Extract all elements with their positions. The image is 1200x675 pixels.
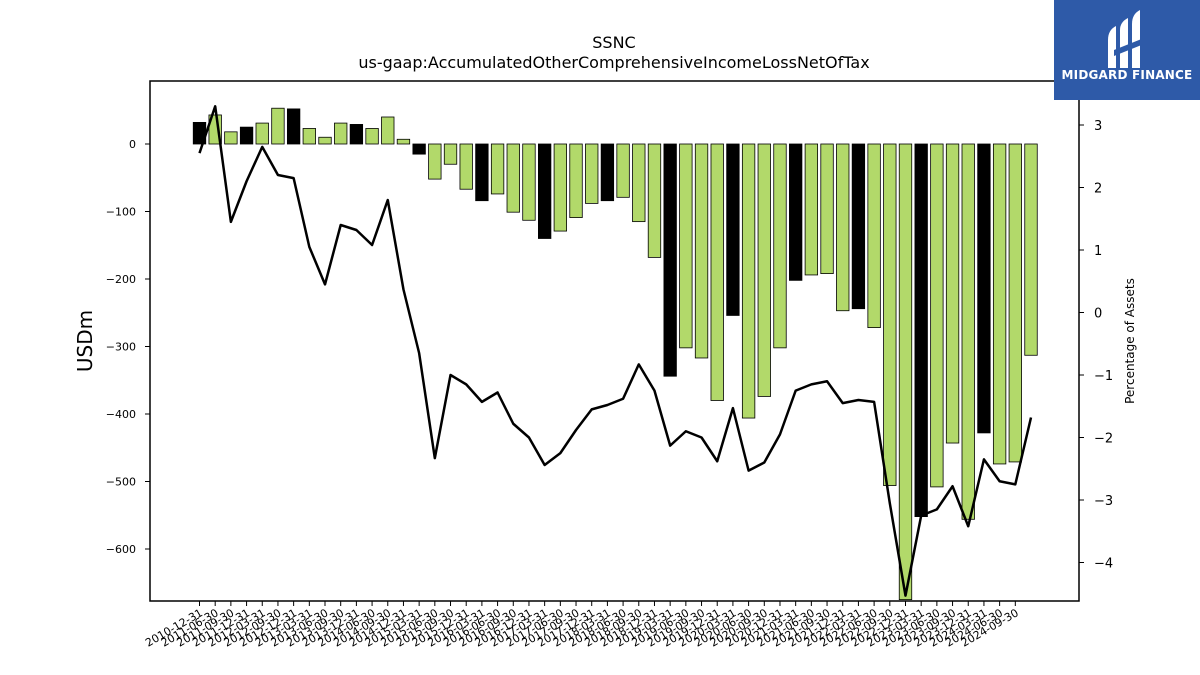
chart-subtitle: us-gaap:AccumulatedOtherComprehensiveInc… (358, 53, 869, 72)
plot-frame (149, 80, 1080, 602)
bar (663, 143, 677, 377)
bar (992, 143, 1007, 465)
bar (459, 143, 473, 190)
y2-tick-label: 1 (1094, 244, 1102, 259)
chart-title: SSNC (592, 33, 635, 52)
y2-tick-label: 2 (1094, 182, 1102, 197)
bar (334, 122, 348, 145)
bar (239, 126, 254, 145)
bar (647, 143, 662, 258)
bar (302, 128, 316, 145)
y-axis-label: USDm (73, 310, 97, 372)
y2-tick-label: −1 (1094, 369, 1113, 384)
bar (553, 143, 567, 232)
bar (1008, 143, 1022, 463)
bar (585, 143, 599, 204)
y2-axis-label: Percentage of Assets (1123, 278, 1137, 404)
y2-tick-label: 3 (1094, 119, 1102, 134)
bar (694, 143, 709, 359)
bar (914, 143, 928, 518)
bar (318, 136, 332, 145)
bar (930, 143, 944, 488)
bar (255, 122, 269, 145)
brand-logo: MIDGARD FINANCE (1054, 0, 1200, 100)
percentage-line (198, 105, 1033, 597)
y-tick-label: −300 (106, 341, 136, 354)
bar (224, 131, 238, 145)
bar (381, 116, 395, 145)
y2-tick-label: 0 (1094, 307, 1102, 322)
bar (977, 143, 991, 434)
bar (961, 143, 975, 520)
y-tick-label: −400 (106, 408, 136, 421)
bar (538, 143, 552, 239)
bar (773, 143, 787, 349)
bar (428, 143, 442, 180)
y-tick-label: −200 (106, 273, 136, 286)
bar (443, 143, 458, 165)
bar (1024, 143, 1038, 356)
bar (726, 143, 740, 316)
bar (506, 143, 520, 213)
bar (710, 143, 724, 401)
bar (365, 128, 379, 145)
bar (600, 143, 615, 202)
bar (883, 143, 897, 486)
bar (898, 143, 913, 601)
midgard-logo-icon (1108, 10, 1144, 68)
bar (945, 143, 960, 444)
bar (616, 143, 630, 198)
bar (412, 143, 426, 155)
y2-tick-label: −4 (1094, 557, 1113, 572)
y2-tick-label: −3 (1094, 494, 1113, 509)
y-tick-label: −100 (106, 206, 136, 219)
bar (490, 143, 505, 195)
bar (820, 143, 834, 275)
y-tick-label: 0 (129, 138, 136, 151)
bar (741, 143, 756, 419)
bar (271, 107, 285, 145)
bar (867, 143, 881, 329)
bar (757, 143, 771, 397)
y-tick-label: −600 (106, 543, 136, 556)
y-tick-label: −500 (106, 476, 136, 489)
bar (522, 143, 536, 221)
y2-tick-label: −2 (1094, 432, 1113, 447)
bar (804, 143, 819, 276)
bar (836, 143, 850, 312)
bar (789, 143, 803, 281)
bar (475, 143, 489, 202)
logo-text: MIDGARD FINANCE (1061, 68, 1193, 82)
bar (679, 143, 693, 349)
bar (569, 143, 583, 218)
bar (396, 138, 411, 145)
bar (286, 108, 301, 145)
bar (851, 143, 866, 310)
bar (632, 143, 646, 223)
bar (349, 124, 364, 145)
